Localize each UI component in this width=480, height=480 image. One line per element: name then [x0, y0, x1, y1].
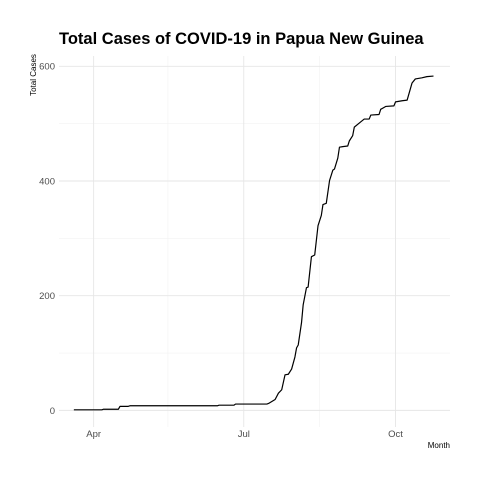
- y-tick-label: 600: [39, 62, 55, 73]
- y-tick-label: 0: [50, 406, 55, 417]
- x-tick-label: Jul: [238, 429, 250, 440]
- y-tick-label: 200: [39, 291, 55, 302]
- x-tick-label: Oct: [388, 429, 403, 440]
- x-axis-label: Month: [428, 441, 450, 450]
- x-tick-label: Apr: [86, 429, 101, 440]
- chart-title: Total Cases of COVID-19 in Papua New Gui…: [59, 30, 424, 48]
- series-layer: [73, 75, 434, 411]
- series-line: [73, 75, 434, 411]
- grid-layer: [59, 56, 450, 427]
- y-axis-label: Total Cases: [29, 54, 38, 96]
- tick-label-layer: 0 200 400 600 Apr Jul Oct: [39, 62, 403, 440]
- y-tick-label: 400: [39, 176, 55, 187]
